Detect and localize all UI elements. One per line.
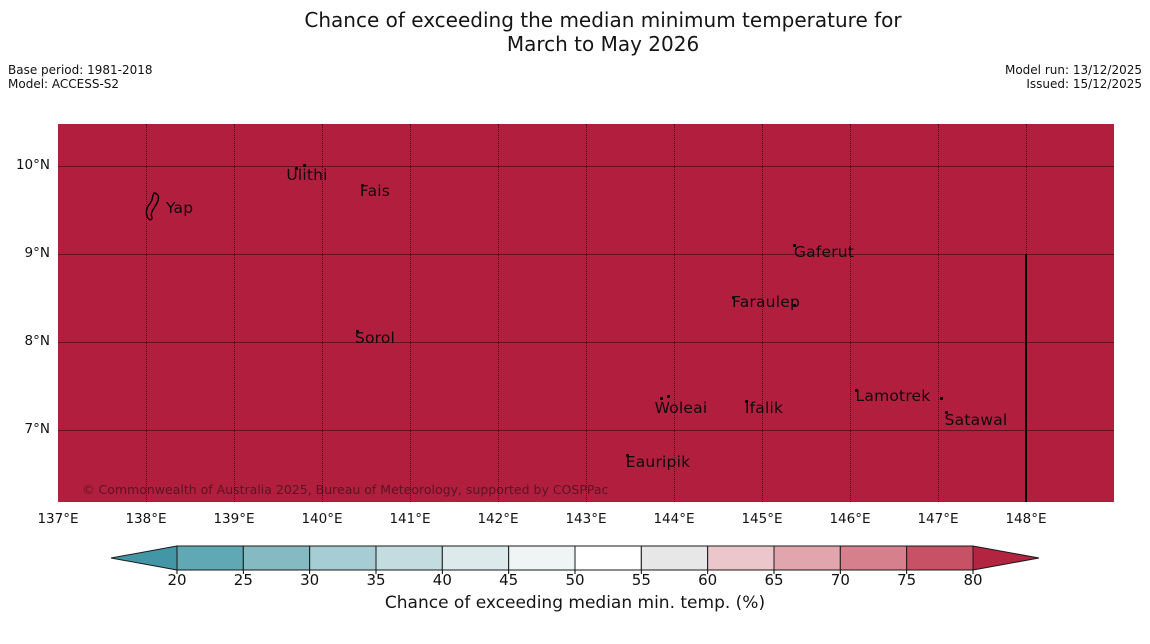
island-dot-sorol bbox=[356, 330, 359, 333]
region-boundary-line bbox=[1025, 254, 1027, 502]
model-run-label: Model run: 13/12/2025 bbox=[1004, 63, 1142, 77]
colorbar-segment bbox=[441, 545, 510, 571]
island-dot-ifalik bbox=[745, 400, 748, 403]
island-dot-lamotrek bbox=[940, 397, 943, 400]
title-line-1: Chance of exceeding the median minimum t… bbox=[304, 8, 902, 32]
y-tick-label: 7°N bbox=[24, 421, 50, 437]
colorbar-segment bbox=[839, 545, 908, 571]
island-label-lamotrek: Lamotrek bbox=[855, 387, 931, 405]
colorbar-segment bbox=[574, 545, 642, 571]
island-label-eauripik: Eauripik bbox=[625, 453, 691, 471]
island-dot-woleai bbox=[667, 395, 670, 398]
colorbar-tick-label: 60 bbox=[698, 571, 718, 589]
island-label-satawal: Satawal bbox=[944, 411, 1008, 429]
y-tick-label: 10°N bbox=[15, 157, 50, 173]
x-tick-label: 147°E bbox=[917, 511, 959, 527]
x-tick-label: 148°E bbox=[1005, 511, 1047, 527]
x-tick-label: 146°E bbox=[829, 511, 871, 527]
colorbar-tick-label: 50 bbox=[565, 571, 585, 589]
colorbar-segment bbox=[242, 545, 311, 571]
title-line-2: March to May 2026 bbox=[506, 32, 700, 56]
colorbar-tick-label: 65 bbox=[764, 571, 784, 589]
longitude-gridline bbox=[585, 124, 587, 502]
island-dot-fais bbox=[361, 184, 364, 187]
colorbar-segment bbox=[508, 545, 576, 571]
x-tick-label: 138°E bbox=[125, 511, 167, 527]
x-tick-label: 139°E bbox=[213, 511, 255, 527]
island-label-yap: Yap bbox=[166, 199, 194, 217]
island-dot-eauripik bbox=[626, 454, 629, 457]
island-dot-faraulep bbox=[732, 296, 735, 299]
colorbar-tick-label: 40 bbox=[432, 571, 452, 589]
x-tick-label: 145°E bbox=[741, 511, 783, 527]
longitude-gridline bbox=[145, 124, 147, 502]
issued-label: Issued: 15/12/2025 bbox=[1026, 76, 1142, 91]
colorbar-tick-label: 30 bbox=[300, 571, 320, 589]
island-dot-lamotrek bbox=[855, 389, 858, 392]
island-dot-faraulep bbox=[793, 304, 796, 307]
colorbar-segment bbox=[773, 545, 841, 571]
colorbar-tick-label: 25 bbox=[233, 571, 253, 589]
island-shape-yap bbox=[145, 192, 160, 221]
map-area: © Commonwealth of Australia 2025, Bureau… bbox=[58, 124, 1114, 502]
island-label-faraulep: Faraulep bbox=[732, 293, 800, 311]
x-tick-label: 141°E bbox=[389, 511, 431, 527]
island-dot-ulithi bbox=[303, 164, 306, 167]
x-tick-label: 143°E bbox=[565, 511, 607, 527]
longitude-gridline bbox=[409, 124, 411, 502]
x-tick-label: 144°E bbox=[653, 511, 695, 527]
x-tick-label: 142°E bbox=[477, 511, 519, 527]
island-label-sorol: Sorol bbox=[354, 329, 396, 347]
copyright-notice: © Commonwealth of Australia 2025, Bureau… bbox=[82, 482, 609, 497]
longitude-gridline bbox=[233, 124, 235, 502]
figure-title: Chance of exceeding the median minimum t… bbox=[58, 8, 1148, 56]
island-outline bbox=[145, 192, 160, 221]
meta-right: Model run: 13/12/2025 Issued: 15/12/2025 bbox=[1004, 63, 1142, 91]
colorbar-tick-label: 75 bbox=[897, 571, 917, 589]
island-dot-gaferut bbox=[793, 244, 796, 247]
longitude-gridline bbox=[761, 124, 763, 502]
island-label-fais: Fais bbox=[359, 182, 391, 200]
longitude-gridline bbox=[497, 124, 499, 502]
colorbar-tick-label: 80 bbox=[963, 571, 983, 589]
colorbar-tick-label: 35 bbox=[366, 571, 386, 589]
colorbar-segment bbox=[176, 545, 244, 571]
model-label: Model: ACCESS-S2 bbox=[8, 76, 120, 91]
colorbar-segment bbox=[707, 545, 775, 571]
longitude-gridline bbox=[673, 124, 675, 502]
x-tick-label: 140°E bbox=[301, 511, 343, 527]
longitude-gridline bbox=[321, 124, 323, 502]
meta-left: Base period: 1981-2018 Model: ACCESS-S2 bbox=[8, 63, 153, 91]
y-tick-label: 8°N bbox=[24, 333, 50, 349]
colorbar-tick-label: 70 bbox=[830, 571, 850, 589]
colorbar-tick-label: 55 bbox=[631, 571, 651, 589]
base-period-label: Base period: 1981-2018 bbox=[8, 63, 153, 77]
colorbar bbox=[110, 545, 1040, 574]
colorbar-tick-label: 20 bbox=[167, 571, 187, 589]
island-label-gaferut: Gaferut bbox=[793, 243, 855, 261]
longitude-gridline bbox=[937, 124, 939, 502]
island-label-ulithi: Ulithi bbox=[286, 166, 328, 184]
colorbar-tick-label: 45 bbox=[499, 571, 519, 589]
colorbar-segment bbox=[906, 545, 974, 571]
colorbar-arrow-under bbox=[110, 545, 178, 571]
colorbar-segment bbox=[309, 545, 377, 571]
colorbar-label: Chance of exceeding median min. temp. (%… bbox=[384, 593, 766, 613]
island-label-ifalik: Ifalik bbox=[744, 399, 784, 417]
island-label-woleai: Woleai bbox=[654, 399, 708, 417]
y-tick-label: 9°N bbox=[24, 245, 50, 261]
island-dot-ulithi bbox=[295, 167, 298, 170]
x-tick-label: 137°E bbox=[37, 511, 79, 527]
longitude-gridline bbox=[849, 124, 851, 502]
colorbar-segment bbox=[640, 545, 709, 571]
colorbar-segment bbox=[375, 545, 443, 571]
island-dot-woleai bbox=[660, 397, 663, 400]
colorbar-arrow-over bbox=[972, 545, 1040, 571]
island-dot-satawal bbox=[945, 411, 948, 414]
